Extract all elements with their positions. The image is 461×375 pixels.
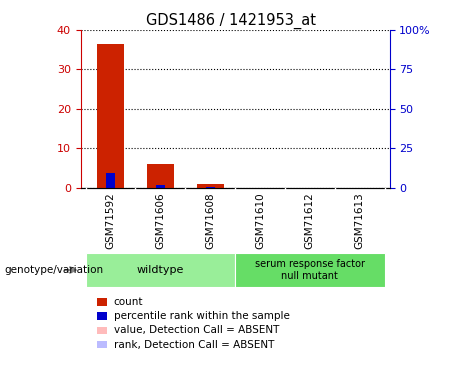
Text: GSM71606: GSM71606	[155, 192, 165, 249]
Text: serum response factor
null mutant: serum response factor null mutant	[255, 259, 365, 281]
Bar	[206, 187, 215, 188]
Text: percentile rank within the sample: percentile rank within the sample	[114, 311, 290, 321]
Text: rank, Detection Call = ABSENT: rank, Detection Call = ABSENT	[114, 340, 274, 350]
Text: GSM71613: GSM71613	[355, 192, 365, 249]
Bar	[86, 253, 235, 287]
Text: genotype/variation: genotype/variation	[5, 265, 104, 275]
Text: count: count	[114, 297, 143, 307]
Bar	[156, 185, 165, 188]
Text: GSM71592: GSM71592	[106, 192, 116, 249]
Bar	[147, 164, 174, 188]
Text: GSM71612: GSM71612	[305, 192, 315, 249]
Text: value, Detection Call = ABSENT: value, Detection Call = ABSENT	[114, 326, 279, 335]
Bar	[196, 184, 224, 188]
Text: wildtype: wildtype	[137, 265, 184, 275]
Text: GSM71610: GSM71610	[255, 192, 265, 249]
Text: GSM71608: GSM71608	[205, 192, 215, 249]
Bar	[106, 173, 115, 188]
Bar	[235, 253, 384, 287]
Text: GDS1486 / 1421953_at: GDS1486 / 1421953_at	[146, 13, 315, 29]
Bar	[97, 44, 124, 188]
